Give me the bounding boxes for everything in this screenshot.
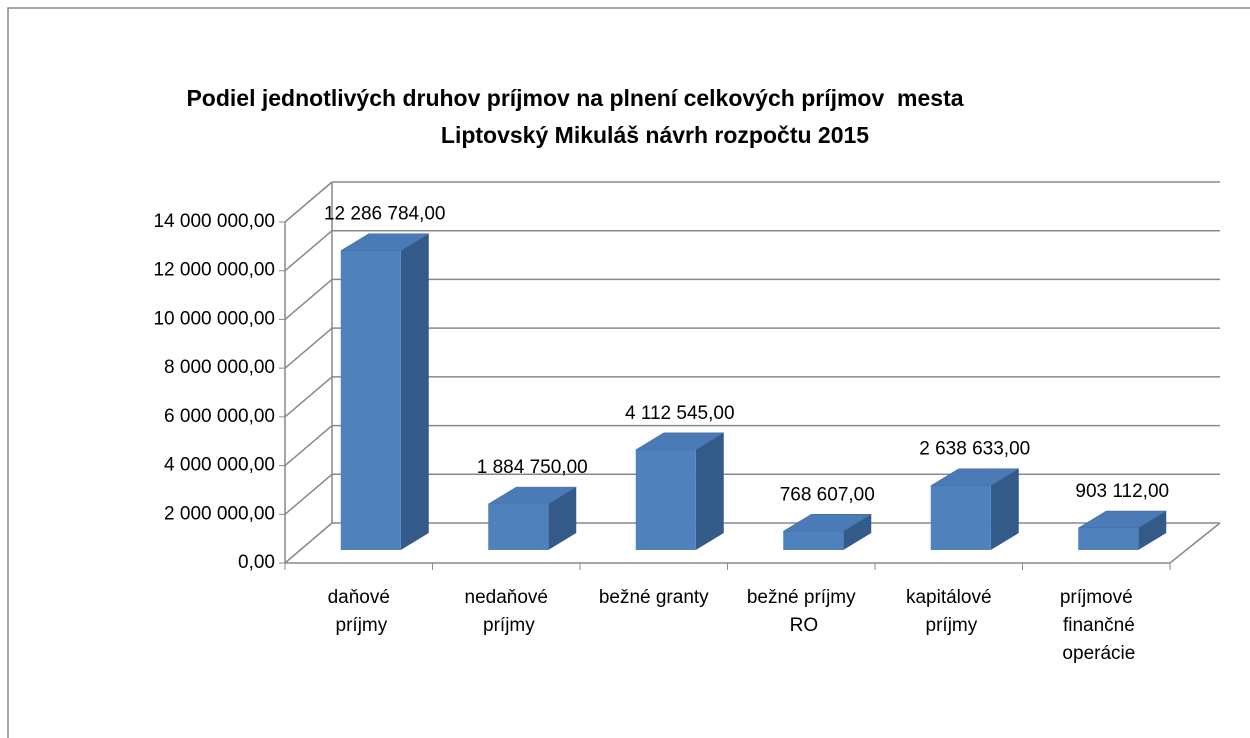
x-tick-label: daňové príjmy	[328, 587, 390, 636]
chart-title: Podiel jednotlivých druhov príjmov na pl…	[186, 85, 963, 111]
y-tick-label: 10 000 000,00	[153, 308, 275, 329]
y-tick-label: 8 000 000,00	[164, 357, 275, 378]
x-tick-label: nedaňové príjmy	[465, 587, 548, 636]
chart-title: Liptovský Mikuláš návrh rozpočtu 2015	[441, 122, 869, 148]
grid-line	[284, 278, 333, 320]
bar	[635, 449, 696, 550]
bar	[340, 250, 401, 550]
y-tick-label: 12 000 000,00	[153, 260, 275, 281]
data-label: 1 884 750,00	[477, 457, 588, 478]
grid-line	[284, 522, 333, 564]
data-label: 4 112 545,00	[625, 403, 735, 424]
bar-side	[843, 514, 872, 550]
bar	[1078, 528, 1139, 550]
bar	[930, 485, 991, 550]
bar	[488, 504, 549, 550]
y-tick-label: 6 000 000,00	[164, 406, 275, 427]
data-label: 12 286 784,00	[324, 204, 446, 225]
chart-border	[7, 7, 1250, 738]
grid-line	[284, 425, 333, 467]
x-tick-label: bežné granty	[599, 587, 709, 608]
grid-line	[284, 473, 333, 515]
grid-line	[284, 181, 333, 223]
x-tick-label: kapitálové príjmy	[906, 587, 992, 636]
grid-line	[284, 376, 333, 418]
x-tick-label: bežné príjmy RO	[747, 587, 856, 636]
bar-side	[1138, 511, 1167, 550]
data-label: 903 112,00	[1075, 481, 1169, 502]
bar-side	[695, 432, 724, 550]
y-tick-label: 4 000 000,00	[164, 455, 275, 476]
bar	[783, 531, 844, 550]
y-tick-label: 2 000 000,00	[164, 503, 275, 524]
data-label: 768 607,00	[780, 484, 875, 505]
y-tick-label: 0,00	[238, 552, 275, 573]
data-label: 2 638 633,00	[919, 439, 1030, 460]
grid-line	[284, 230, 333, 272]
x-tick-label: príjmové finančné operácie	[1057, 587, 1135, 664]
y-tick-label: 14 000 000,00	[153, 211, 275, 232]
bar-side	[990, 468, 1019, 550]
bar-side	[548, 487, 577, 550]
bar-side	[400, 233, 429, 550]
grid-line	[284, 327, 333, 369]
